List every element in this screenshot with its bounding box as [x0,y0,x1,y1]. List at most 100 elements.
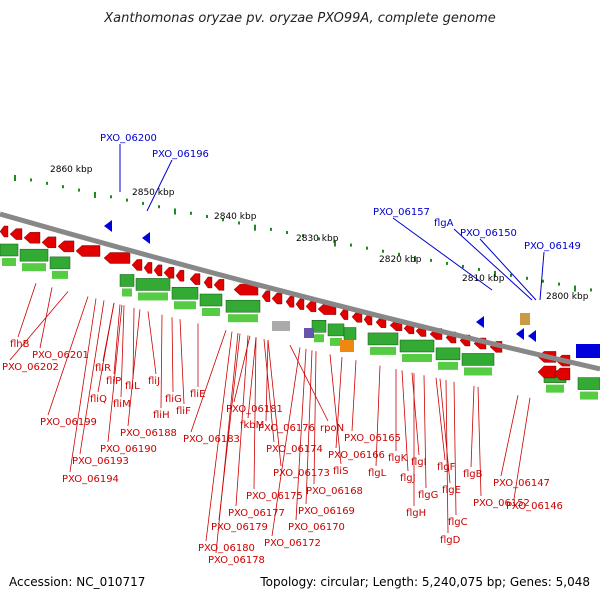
leader-line [445,380,449,534]
leader-line [335,357,343,449]
gene-label-red: fliJ [148,376,160,387]
leader-line [113,304,121,375]
gene-feature [311,320,327,333]
leader-line [127,309,141,427]
scale-tick [558,282,560,286]
scale-label: 2820 kbp [379,255,422,265]
gene-label-blue: flgA [434,218,454,229]
leader-line [313,351,317,485]
forward-gene-arrow [23,232,41,244]
gene-label-red: rpoN [320,423,344,434]
forward-gene-arrow [295,298,305,310]
gene-feature [327,323,345,337]
leader-line [411,372,420,456]
gene-label-red: fliL [125,381,140,392]
gene-feature [370,346,396,355]
gene-label-red: PXO_06166 [328,450,385,461]
forward-gene-arrow [203,276,213,289]
gene-feature [402,354,432,362]
scale-tick [206,215,208,219]
scale-tick [446,261,448,265]
scale-tick [46,181,48,185]
scale-tick [574,285,576,292]
gene-feature [2,258,16,266]
gene-feature [580,391,598,400]
leader-line [271,347,301,537]
gene-label-red: fliR [95,363,111,374]
gene-feature [225,299,261,313]
forward-gene-arrow [285,296,295,308]
forward-gene-arrow [9,228,23,240]
gene-label-red: PXO_06181 [226,404,283,415]
leader-line [253,337,257,490]
gene-feature [367,332,399,346]
leader-line [263,339,275,443]
gene-label-red: PXO_06201 [32,350,89,361]
gene-label-red: PXO_06169 [298,506,355,517]
gene-label-red: PXO_06188 [120,428,177,439]
gene-feature [272,321,290,331]
gene-label-red: PXO_06152 [473,498,530,509]
reverse-gene-arrow [516,328,524,340]
gene-label-red: PXO_06176 [258,423,315,434]
scale-tick [30,178,32,182]
scale-label: 2840 kbp [214,212,257,222]
forward-gene-arrow [339,308,349,320]
leader-line [132,307,135,380]
scale-tick [270,227,272,231]
gene-label-red: fliM [113,399,131,410]
leader-line [500,395,519,477]
gene-label-red: flgJ [400,473,416,484]
gene-label-blue: PXO_06157 [373,207,430,218]
scale-tick [430,258,432,262]
leader-line [453,228,533,301]
forward-gene-arrow [131,259,143,271]
gene-label-red: PXO_06194 [62,474,119,485]
leader-line [392,217,493,291]
gene-feature [461,353,495,366]
gene-label-red: fliG [165,394,182,405]
gene-feature [464,367,492,376]
scale-tick [174,208,176,215]
gene-feature [330,337,342,346]
leader-line [295,348,307,521]
gene-label-red: fliS [333,466,348,477]
leader-line [120,305,125,398]
leader-line [47,296,89,416]
gene-label-red: PXO_06172 [264,538,321,549]
leader-line [235,335,249,507]
forward-gene-arrow [57,240,75,253]
gene-label-red: PXO_06178 [208,555,265,566]
leader-line [9,291,69,361]
leader-line [79,300,105,455]
leader-line [146,159,173,212]
gene-feature [174,301,196,310]
gene-feature [228,314,258,323]
leader-line [435,377,446,461]
gene-label-red: flgK [388,453,408,464]
scale-tick [414,255,416,262]
leader-line [470,385,475,468]
forward-gene-arrow [261,290,271,302]
genome-backbone [0,211,600,372]
gene-label-red: fliQ [90,394,107,405]
gene-feature [435,347,461,361]
gene-label-red: PXO_06180 [198,543,255,554]
gene-label-red: fliH [153,410,170,421]
scale-label: 2850 kbp [132,188,175,198]
forward-gene-arrow [163,267,175,279]
gene-label-red: flgF [437,462,456,473]
gene-feature [520,313,530,325]
scale-tick [382,249,384,253]
leader-line [267,340,282,467]
gene-label-red: PXO_06174 [266,444,323,455]
scale-label: 2830 kbp [296,234,339,244]
scale-labels: 2860 kbp 2850 kbp 2840 kbp 2830 kbp 2820 kbp… [50,165,589,302]
gene-label-red: fkbM [240,420,264,431]
scale-tick [254,224,256,231]
leader-line [205,331,233,542]
forward-gene-arrow [175,270,185,282]
gene-label-red: PXO_06147 [493,478,550,489]
scale-tick [158,205,160,209]
leader-line [160,314,163,409]
